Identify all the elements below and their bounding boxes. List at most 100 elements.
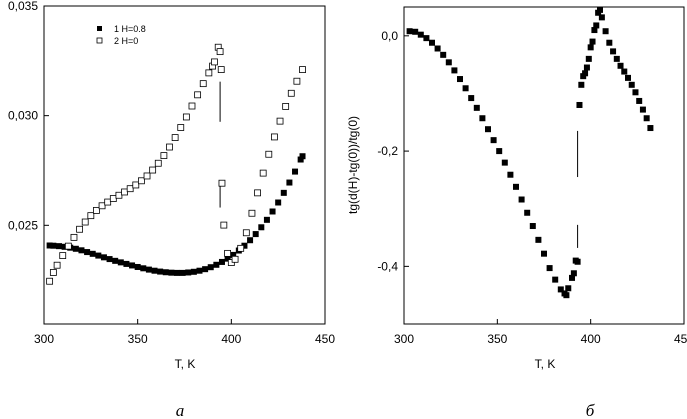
data-point-series-1 <box>134 263 141 270</box>
data-point-series-2 <box>76 225 83 233</box>
data-point-series-1 <box>593 22 600 29</box>
data-point-series-1 <box>589 38 596 45</box>
x-tick-label: 350 <box>487 332 507 346</box>
data-point-series-1 <box>299 153 306 160</box>
data-series-a <box>46 43 306 285</box>
data-point-series-1 <box>162 269 169 276</box>
data-point-series-2 <box>177 124 185 131</box>
data-point-series-1 <box>570 270 577 277</box>
data-point-series-1 <box>72 245 79 252</box>
data-point-series-1 <box>412 28 419 35</box>
data-point-series-2 <box>171 134 179 141</box>
data-point-series-1 <box>552 276 559 283</box>
data-point-series-2 <box>46 277 54 285</box>
data-point-series-1 <box>50 242 57 249</box>
data-point-series-1 <box>643 115 650 122</box>
data-point-series-1 <box>117 259 124 266</box>
data-point-series-2 <box>160 152 168 159</box>
x-axis-ticks-a: 300 350 400 450 <box>34 319 335 346</box>
y-axis-label-b: tg(d(H)-tg(0))/tg(0) <box>346 116 360 214</box>
data-point-series-2 <box>237 244 245 252</box>
data-point-series-2 <box>126 185 134 193</box>
data-point-series-2 <box>59 252 67 259</box>
data-point-series-2 <box>166 143 173 151</box>
data-point-series-1 <box>541 250 547 257</box>
data-point-series-1 <box>168 269 175 276</box>
legend-a: 1 H=0.8 2 H=0 <box>96 24 146 46</box>
data-point-series-1 <box>613 55 620 62</box>
data-point-series-1 <box>258 224 265 231</box>
data-point-series-1 <box>123 260 130 267</box>
data-point-series-1 <box>647 125 654 132</box>
data-point-series-1 <box>583 64 590 71</box>
data-point-series-2 <box>149 166 157 174</box>
data-point-series-1 <box>185 269 192 276</box>
data-point-series-1 <box>106 256 113 263</box>
plot-frame-a <box>43 5 326 325</box>
data-point-series-1 <box>292 168 299 175</box>
y-axis-ticks-b: 0,0 -0,2 -0,4 <box>377 29 409 273</box>
data-point-series-1 <box>587 44 594 51</box>
data-point-series-1 <box>610 48 617 55</box>
x-tick-label: 350 <box>128 332 148 346</box>
y-tick-label: -0,2 <box>377 144 398 158</box>
legend-marker-filled-square <box>97 26 102 31</box>
data-point-series-1 <box>468 95 475 102</box>
data-point-series-1 <box>140 265 147 272</box>
data-point-series-2 <box>254 189 261 197</box>
data-point-series-1 <box>457 76 463 83</box>
data-point-series-1 <box>535 236 542 243</box>
data-point-series-2 <box>242 229 250 237</box>
data-point-series-2 <box>259 169 267 177</box>
chart-panel-b: 300 350 400 450 0,0 -0,2 -0,4 T, K tg(d(H)-tg… <box>346 6 687 419</box>
data-point-series-1 <box>585 55 592 62</box>
data-point-series-1 <box>602 28 609 35</box>
data-point-series-1 <box>632 89 639 96</box>
data-point-series-2 <box>205 69 213 77</box>
data-point-series-1 <box>202 266 209 273</box>
data-point-series-1 <box>224 255 231 262</box>
x-tick-label: 450 <box>674 332 687 346</box>
data-point-series-1 <box>247 237 254 244</box>
plot-frame-b <box>403 6 685 325</box>
data-point-series-1 <box>451 67 458 74</box>
data-point-series-1 <box>529 223 536 230</box>
data-point-series-1 <box>462 85 469 92</box>
data-point-series-1 <box>445 59 452 66</box>
data-point-series-1 <box>151 267 158 274</box>
data-point-series-1 <box>606 39 613 46</box>
data-point-series-1 <box>429 39 435 46</box>
data-point-series-2 <box>194 91 202 99</box>
data-point-series-1 <box>578 81 585 88</box>
data-point-series-2 <box>188 102 196 110</box>
data-point-series-1 <box>89 250 96 257</box>
data-point-series-2 <box>231 255 239 263</box>
data-point-series-1 <box>84 249 91 256</box>
data-point-series-1 <box>524 209 531 216</box>
x-tick-label: 400 <box>581 332 601 346</box>
data-point-series-1 <box>513 183 519 190</box>
data-point-series-2 <box>293 77 301 85</box>
data-point-series-1 <box>46 242 53 249</box>
data-point-series-1 <box>218 258 225 265</box>
data-point-series-2 <box>282 103 290 110</box>
data-point-series-1 <box>263 216 270 223</box>
data-point-series-1 <box>280 189 287 196</box>
x-axis-label-a: T, K <box>175 357 196 371</box>
x-tick-label: 450 <box>315 332 335 346</box>
data-point-series-1 <box>496 148 503 155</box>
data-point-series-2 <box>81 218 89 226</box>
data-point-series-1 <box>286 179 293 186</box>
data-point-series-1 <box>546 265 553 272</box>
data-point-series-1 <box>639 106 646 113</box>
data-point-series-1 <box>563 292 570 299</box>
x-tick-label: 300 <box>34 332 54 346</box>
data-point-series-1 <box>129 262 136 269</box>
data-point-series-1 <box>507 171 514 178</box>
data-point-series-1 <box>297 156 304 163</box>
data-point-series-2 <box>93 206 100 214</box>
data-point-series-1 <box>145 266 152 273</box>
data-point-series-1 <box>473 104 480 111</box>
data-point-series-1 <box>269 208 276 215</box>
data-point-series-1 <box>557 286 564 293</box>
